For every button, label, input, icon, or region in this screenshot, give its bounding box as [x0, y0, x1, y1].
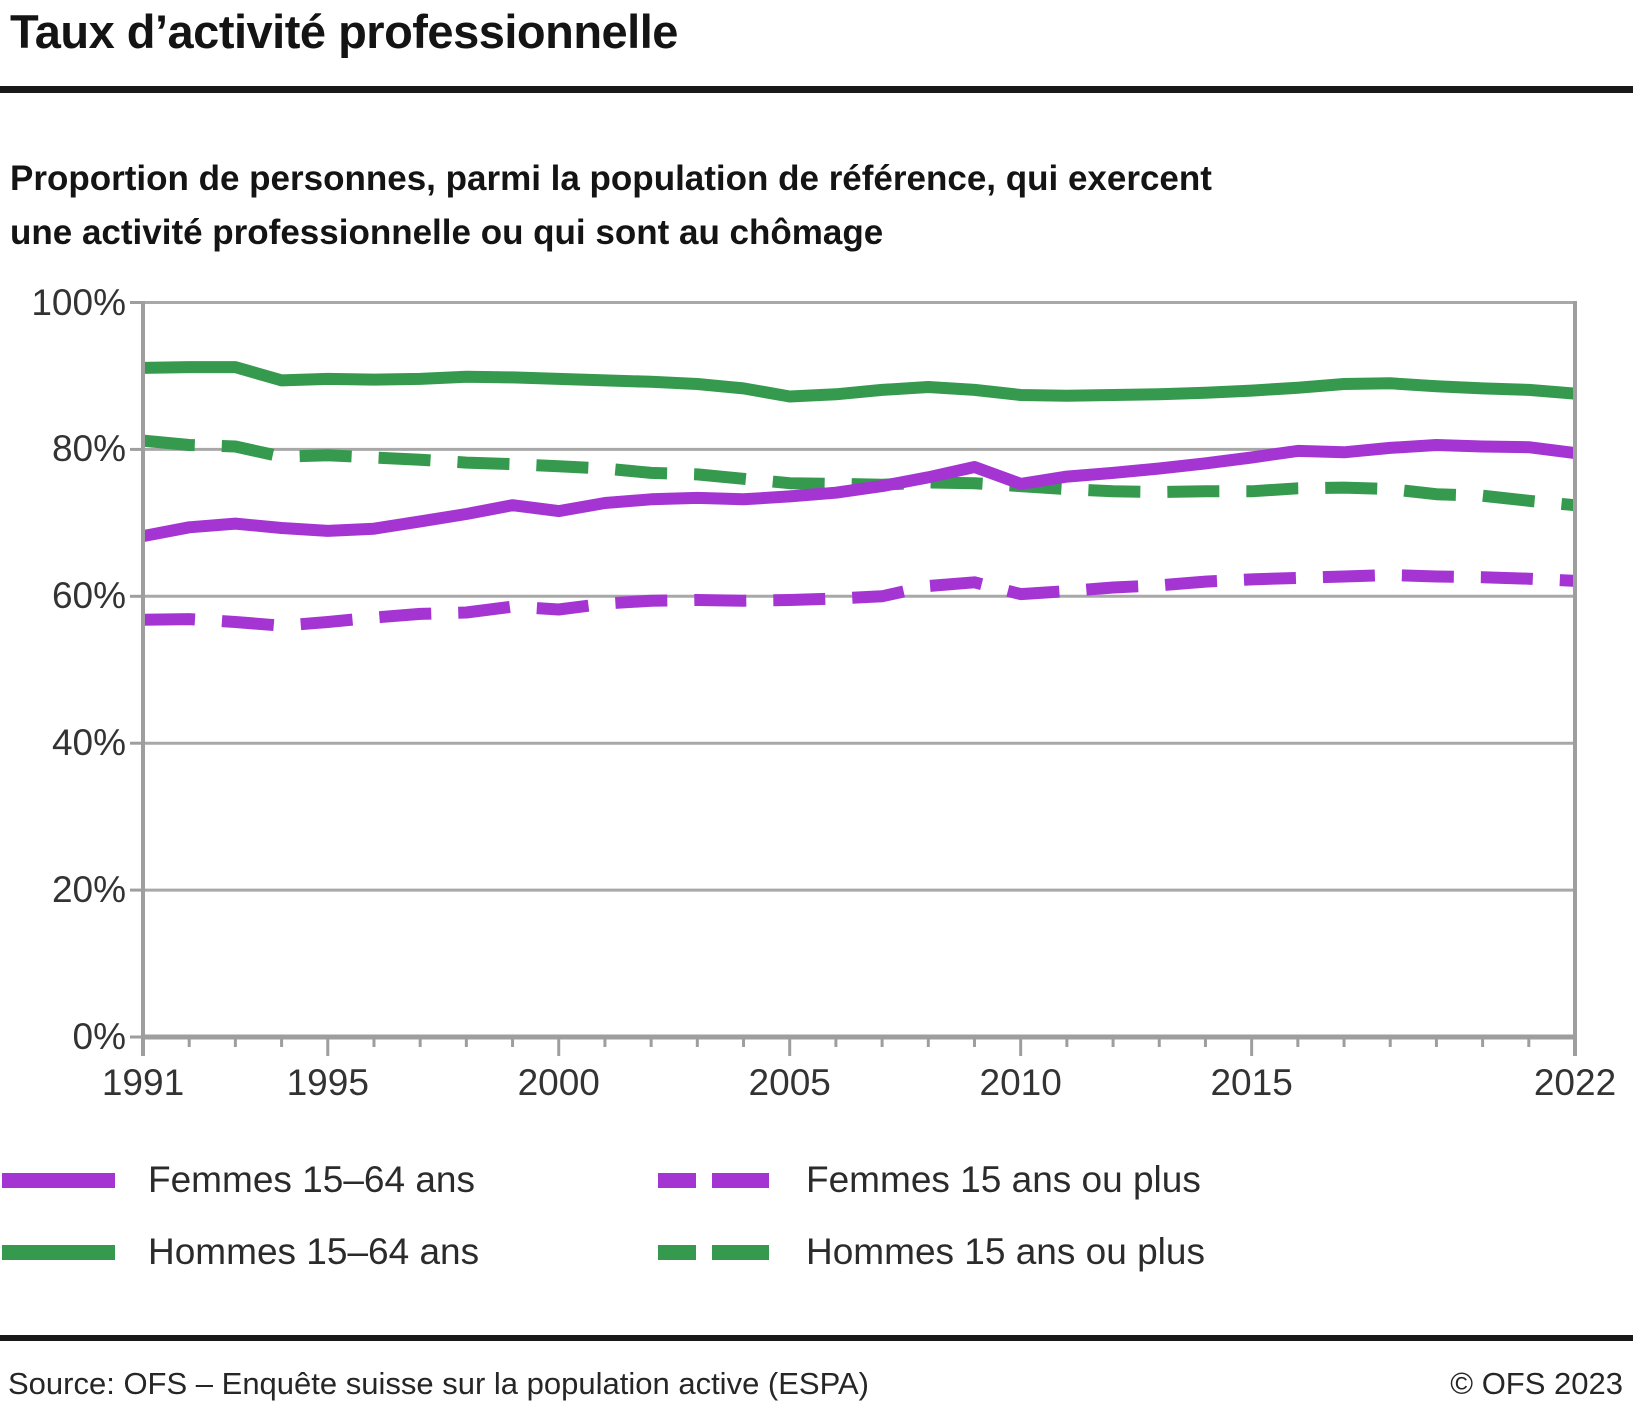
copyright-note: © OFS 2023: [1450, 1366, 1623, 1401]
legend-swatch-solid-green: [2, 1245, 115, 1260]
legend-label: Femmes 15 ans ou plus: [806, 1159, 1201, 1200]
chart-legend: Femmes 15–64 ans Femmes 15 ans ou plus H…: [0, 1140, 1633, 1300]
legend-swatch-dashed-green: [652, 1245, 770, 1260]
legend-label: Femmes 15–64 ans: [148, 1159, 476, 1200]
y-tick-label: 60%: [51, 575, 126, 617]
subtitle-line-2: une activité professionnelle ou qui sont…: [10, 213, 884, 253]
y-tick-label: 40%: [51, 722, 126, 764]
footer-rule: [0, 1335, 1633, 1341]
x-tick-label: 2000: [517, 1062, 600, 1103]
legend-label: Hommes 15–64 ans: [148, 1231, 480, 1272]
x-tick-label: 2015: [1210, 1062, 1293, 1103]
line-femmes-15-ans-ou-plus: [142, 569, 1576, 632]
y-tick-label: 100%: [31, 281, 126, 323]
y-tick-label: 0%: [72, 1016, 126, 1057]
chart-subtitle: Proportion de personnes, parmi la popula…: [10, 152, 1212, 261]
x-tick-label: 2005: [748, 1062, 831, 1103]
source-note: Source: OFS – Enquête suisse sur la popu…: [8, 1366, 869, 1401]
title-rule: [0, 86, 1633, 93]
y-tick-label: 80%: [51, 428, 126, 470]
subtitle-line-1: Proportion de personnes, parmi la popula…: [10, 159, 1212, 198]
x-tick-label: 1991: [101, 1062, 185, 1103]
legend-swatch-dashed-purple: [652, 1173, 770, 1188]
line-hommes-15-64-ans: [142, 361, 1576, 403]
y-tick-label: 20%: [51, 869, 126, 911]
x-tick-label: 1995: [286, 1062, 369, 1103]
x-tick-label: 2022: [1533, 1062, 1617, 1103]
line-femmes-15-64-ans: [141, 439, 1576, 542]
page-title: Taux d’activité professionnelle: [10, 5, 678, 58]
x-tick-label: 2010: [979, 1062, 1062, 1103]
legend-swatch-solid-purple: [2, 1173, 115, 1188]
legend-label: Hommes 15 ans ou plus: [806, 1231, 1205, 1272]
